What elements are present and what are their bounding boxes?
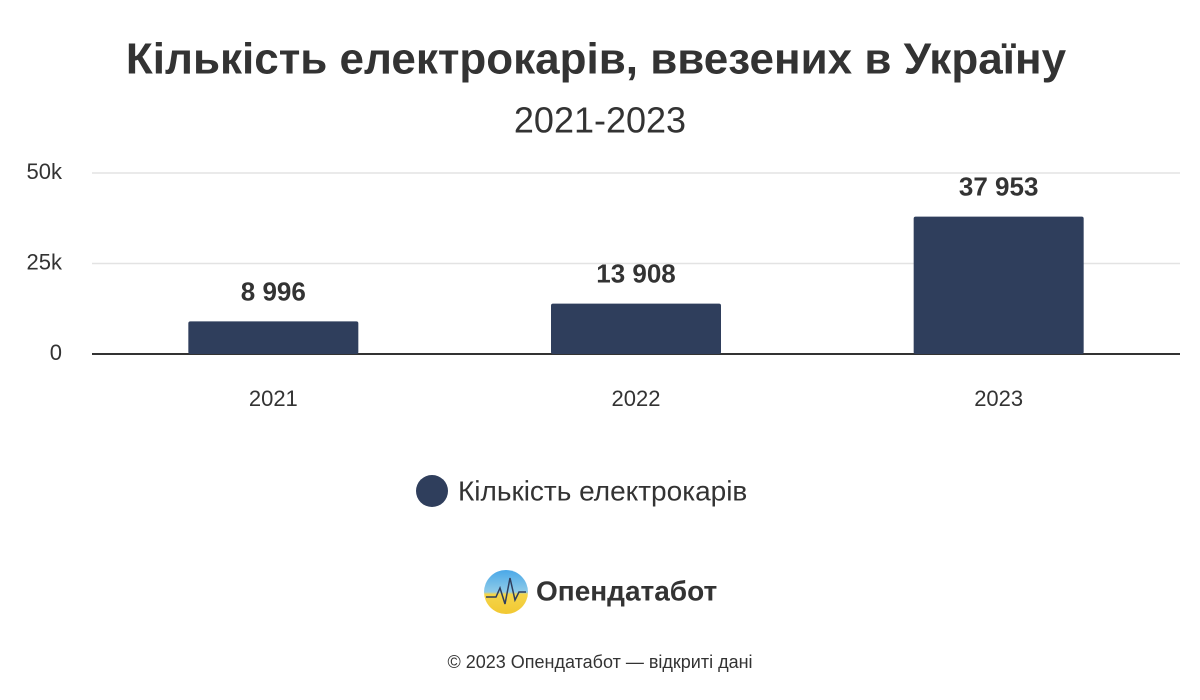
value-label: 13 908 xyxy=(596,259,676,289)
brand-logo-wave xyxy=(486,577,526,605)
bar xyxy=(551,303,721,354)
legend-marker xyxy=(416,475,448,507)
x-tick-label: 2023 xyxy=(974,386,1023,411)
bar xyxy=(188,321,359,354)
y-tick-label: 50k xyxy=(27,159,63,184)
y-tick-label: 0 xyxy=(50,340,62,365)
y-tick-label: 25k xyxy=(27,249,63,274)
value-label: 37 953 xyxy=(959,171,1039,201)
brand-name: Опендатабот xyxy=(536,575,717,606)
chart-subtitle: 2021-2023 xyxy=(514,100,686,141)
x-tick-label: 2021 xyxy=(249,386,298,411)
x-tick-label: 2022 xyxy=(612,386,661,411)
chart-title: Кількість електрокарів, ввезених в Украї… xyxy=(126,35,1067,84)
brand-logo xyxy=(484,570,528,614)
legend-label: Кількість електрокарів xyxy=(458,475,747,506)
footer-text: © 2023 Опендатабот — відкриті дані xyxy=(447,652,752,672)
bar xyxy=(913,216,1084,354)
value-label: 8 996 xyxy=(241,276,306,306)
